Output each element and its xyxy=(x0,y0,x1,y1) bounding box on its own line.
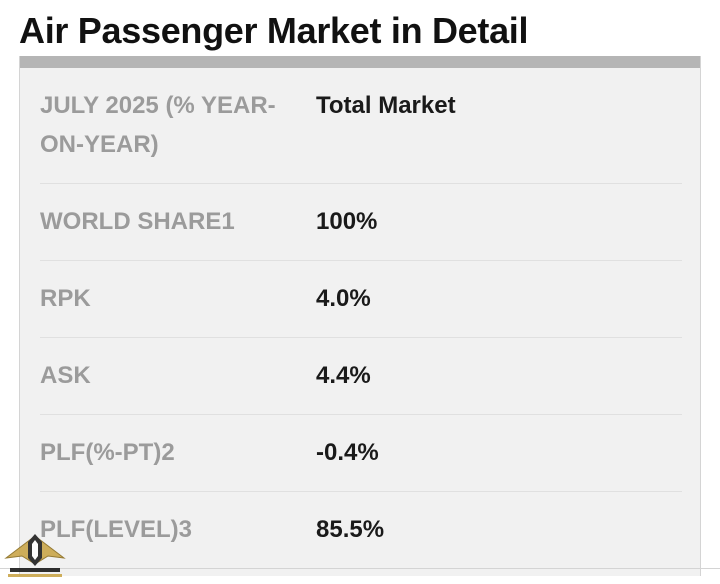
page-title: Air Passenger Market in Detail xyxy=(19,10,529,51)
table-row-ask: ASK 4.4% xyxy=(40,338,682,415)
row-label: PLF(LEVEL)3 xyxy=(40,516,193,543)
row-divider xyxy=(40,183,682,184)
column-header-market: Total Market xyxy=(316,92,456,119)
table-row-plf-level: PLF(LEVEL)3 85.5% xyxy=(40,492,682,569)
table-header-row: JULY 2025 (% YEAR-ON-YEAR) Total Market xyxy=(40,86,682,184)
row-label: RPK xyxy=(40,285,91,312)
row-value: -0.4% xyxy=(316,439,379,466)
column-header-period: JULY 2025 (% YEAR-ON-YEAR) xyxy=(40,92,276,158)
row-value: 4.4% xyxy=(316,362,371,389)
row-label: ASK xyxy=(40,362,91,389)
row-divider xyxy=(40,337,682,338)
table-row-rpk: RPK 4.0% xyxy=(40,261,682,338)
forum-logo-watermark xyxy=(4,534,66,577)
row-value: 85.5% xyxy=(316,516,385,543)
page-bottom-divider xyxy=(0,568,720,569)
table-row-world-share: WORLD SHARE1 100% xyxy=(40,184,682,261)
row-value: 100% xyxy=(316,208,378,235)
row-divider xyxy=(40,414,682,415)
row-divider xyxy=(40,260,682,261)
market-detail-table: JULY 2025 (% YEAR-ON-YEAR) Total Market … xyxy=(19,56,701,576)
row-label: PLF(%-PT)2 xyxy=(40,439,175,466)
row-label: WORLD SHARE1 xyxy=(40,208,235,235)
row-value: 4.0% xyxy=(316,285,371,312)
table-row-plf-pt: PLF(%-PT)2 -0.4% xyxy=(40,415,682,492)
table-header-bar xyxy=(20,56,700,68)
row-divider xyxy=(40,491,682,492)
